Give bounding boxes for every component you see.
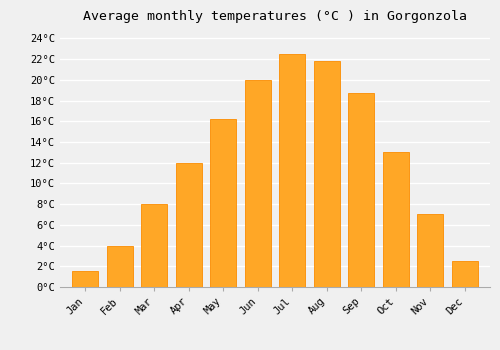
Bar bbox=[141, 204, 167, 287]
Bar bbox=[245, 80, 270, 287]
Bar bbox=[210, 119, 236, 287]
Bar bbox=[280, 54, 305, 287]
Title: Average monthly temperatures (°C ) in Gorgonzola: Average monthly temperatures (°C ) in Go… bbox=[83, 10, 467, 23]
Bar bbox=[176, 163, 202, 287]
Bar bbox=[348, 93, 374, 287]
Bar bbox=[418, 215, 444, 287]
Bar bbox=[452, 261, 478, 287]
Bar bbox=[106, 246, 132, 287]
Bar bbox=[314, 61, 340, 287]
Bar bbox=[383, 152, 409, 287]
Bar bbox=[72, 272, 98, 287]
